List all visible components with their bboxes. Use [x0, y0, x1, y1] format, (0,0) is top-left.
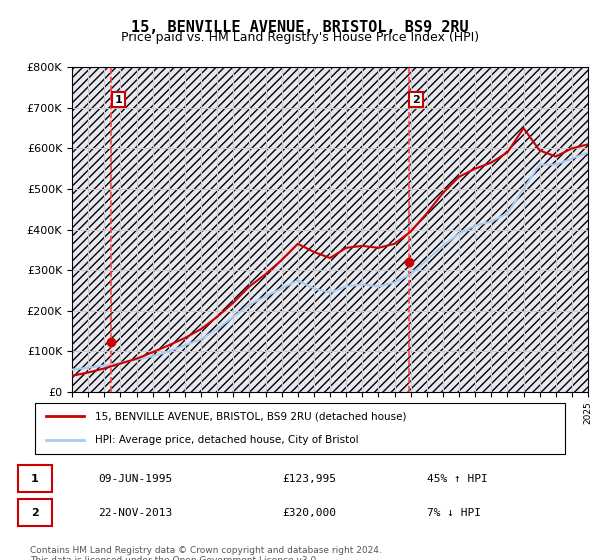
- Text: 45% ↑ HPI: 45% ↑ HPI: [427, 474, 487, 484]
- FancyBboxPatch shape: [35, 403, 565, 454]
- Text: 7% ↓ HPI: 7% ↓ HPI: [427, 508, 481, 517]
- Text: HPI: Average price, detached house, City of Bristol: HPI: Average price, detached house, City…: [95, 435, 358, 445]
- Text: 1: 1: [115, 95, 122, 105]
- Text: 2: 2: [31, 508, 39, 517]
- Text: 1: 1: [31, 474, 39, 484]
- FancyBboxPatch shape: [18, 499, 52, 526]
- FancyBboxPatch shape: [18, 465, 52, 492]
- Text: 22-NOV-2013: 22-NOV-2013: [98, 508, 173, 517]
- Text: Contains HM Land Registry data © Crown copyright and database right 2024.
This d: Contains HM Land Registry data © Crown c…: [30, 546, 382, 560]
- Text: 15, BENVILLE AVENUE, BRISTOL, BS9 2RU (detached house): 15, BENVILLE AVENUE, BRISTOL, BS9 2RU (d…: [95, 411, 406, 421]
- Text: 09-JUN-1995: 09-JUN-1995: [98, 474, 173, 484]
- Text: Price paid vs. HM Land Registry's House Price Index (HPI): Price paid vs. HM Land Registry's House …: [121, 31, 479, 44]
- Text: £123,995: £123,995: [283, 474, 337, 484]
- Text: 2: 2: [412, 95, 420, 105]
- Text: £320,000: £320,000: [283, 508, 337, 517]
- Text: 15, BENVILLE AVENUE, BRISTOL, BS9 2RU: 15, BENVILLE AVENUE, BRISTOL, BS9 2RU: [131, 20, 469, 35]
